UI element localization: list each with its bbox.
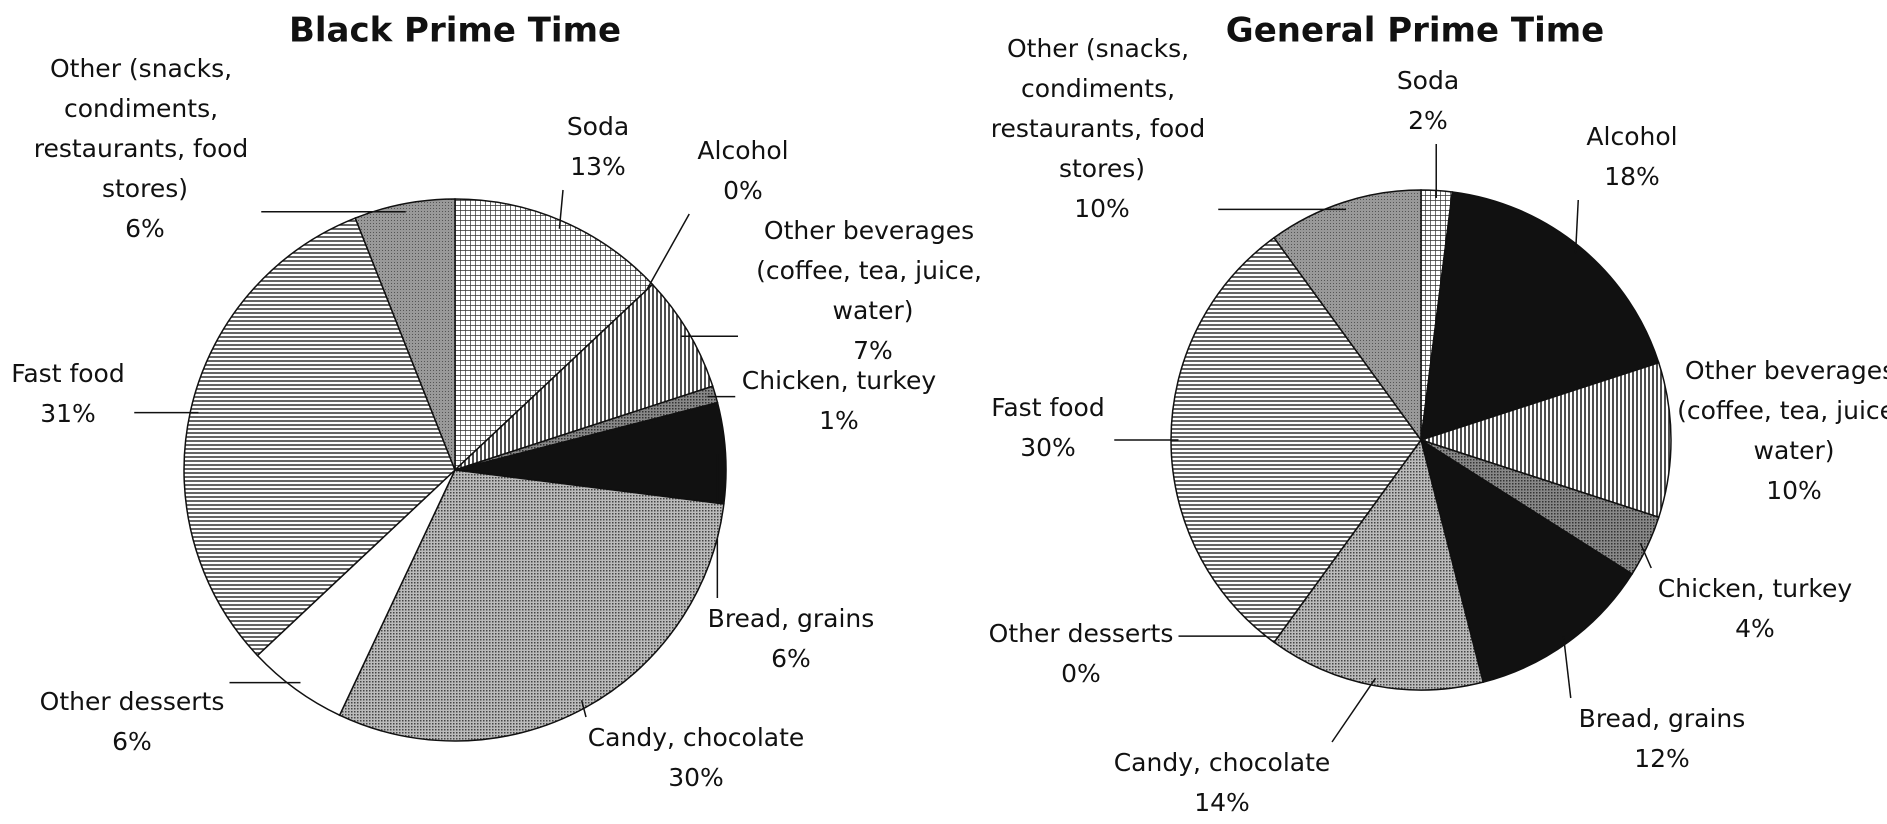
value-label: 6% <box>771 644 811 673</box>
pie-slice <box>338 469 725 742</box>
slice-label: Alcohol <box>697 136 788 165</box>
slice-label: Chicken, turkey <box>742 366 937 395</box>
slice-label: Alcohol <box>1586 122 1677 151</box>
label-line: Bread, grains <box>708 604 875 633</box>
label-line: stores) <box>102 174 188 203</box>
label-line: Other (snacks, <box>1007 34 1197 63</box>
value-label: 13% <box>570 152 626 181</box>
slice-label: Candy, chocolate <box>1114 748 1331 777</box>
slice-label: Fast food <box>991 393 1104 422</box>
label-line: water) <box>1754 436 1835 465</box>
label-line: water) <box>833 296 914 325</box>
label-line: Candy, chocolate <box>588 723 805 752</box>
label-line: Alcohol <box>1586 122 1677 151</box>
slice-label: Other beverages (coffee, tea, juice, wat… <box>756 216 990 325</box>
pie-slice <box>454 198 654 472</box>
pie-slice <box>1273 438 1485 691</box>
leader-line <box>558 189 564 229</box>
value-label: 30% <box>668 763 724 792</box>
slice-label: Other (snacks, condiments, restaurants, … <box>991 34 1213 183</box>
pie-slice <box>183 217 456 657</box>
value-label: 31% <box>40 399 96 428</box>
leader-line <box>1639 542 1652 569</box>
label-line: Soda <box>1397 66 1459 95</box>
label-line: restaurants, food <box>34 134 256 163</box>
label-line: restaurants, food <box>991 114 1213 143</box>
leader-line <box>1574 199 1579 254</box>
label-line: Bread, grains <box>1579 704 1746 733</box>
slice-label: Candy, chocolate <box>588 723 805 752</box>
label-line: Other beverages <box>764 216 982 245</box>
label-line: Alcohol <box>697 136 788 165</box>
pie-slice <box>354 198 456 471</box>
label-line: Fast food <box>11 359 124 388</box>
label-line: Other desserts <box>989 619 1174 648</box>
value-label: 14% <box>1194 788 1250 817</box>
value-label: 2% <box>1408 106 1448 135</box>
label-line: Chicken, turkey <box>742 366 937 395</box>
leader-line <box>645 213 690 291</box>
pie-slice <box>454 283 714 471</box>
chart-title: General Prime Time <box>1226 11 1604 51</box>
slice-label: Other (snacks, condiments, restaurants, … <box>34 54 256 203</box>
label-line: Fast food <box>991 393 1104 422</box>
value-label: 10% <box>1074 194 1130 223</box>
slice-label: Chicken, turkey <box>1658 574 1853 603</box>
chart-title: Black Prime Time <box>289 11 621 51</box>
label-line: Candy, chocolate <box>1114 748 1331 777</box>
leader-line <box>1562 636 1572 699</box>
label-line: (coffee, tea, juice, <box>756 256 990 285</box>
value-label: 4% <box>1735 614 1775 643</box>
value-label: 0% <box>1061 659 1101 688</box>
value-label: 12% <box>1634 744 1690 773</box>
value-label: 30% <box>1020 433 1076 462</box>
value-label: 6% <box>112 727 152 756</box>
value-label: 10% <box>1766 476 1822 505</box>
label-line: Other beverages <box>1685 356 1887 385</box>
slice-label: Fast food <box>11 359 124 388</box>
slice-label: Other desserts <box>989 619 1174 648</box>
leader-line <box>1331 677 1377 743</box>
label-line: Other desserts <box>40 687 225 716</box>
value-label: 6% <box>125 214 165 243</box>
slice-label: Soda <box>567 112 629 141</box>
label-line: Other (snacks, <box>50 54 240 83</box>
slice-label: Other desserts <box>40 687 225 716</box>
label-line: condiments, <box>64 94 226 123</box>
slice-label: Soda <box>1397 66 1459 95</box>
slice-label: Bread, grains <box>708 604 875 633</box>
label-line: condiments, <box>1021 74 1183 103</box>
label-line: stores) <box>1059 154 1145 183</box>
slice-label: Other beverages (coffee, tea, juice, wat… <box>1677 356 1887 465</box>
value-label: 0% <box>723 176 763 205</box>
value-label: 18% <box>1604 162 1660 191</box>
label-line: Chicken, turkey <box>1658 574 1853 603</box>
value-label: 1% <box>819 406 859 435</box>
slice-label: Bread, grains <box>1579 704 1746 733</box>
label-line: Soda <box>567 112 629 141</box>
value-label: 7% <box>853 336 893 365</box>
pie-slice <box>1419 438 1634 684</box>
pie-slice <box>1418 361 1672 519</box>
label-line: (coffee, tea, juice, <box>1677 396 1887 425</box>
pie-slice <box>1420 191 1660 442</box>
leader-line <box>580 700 587 718</box>
pie-slice <box>1273 189 1422 443</box>
